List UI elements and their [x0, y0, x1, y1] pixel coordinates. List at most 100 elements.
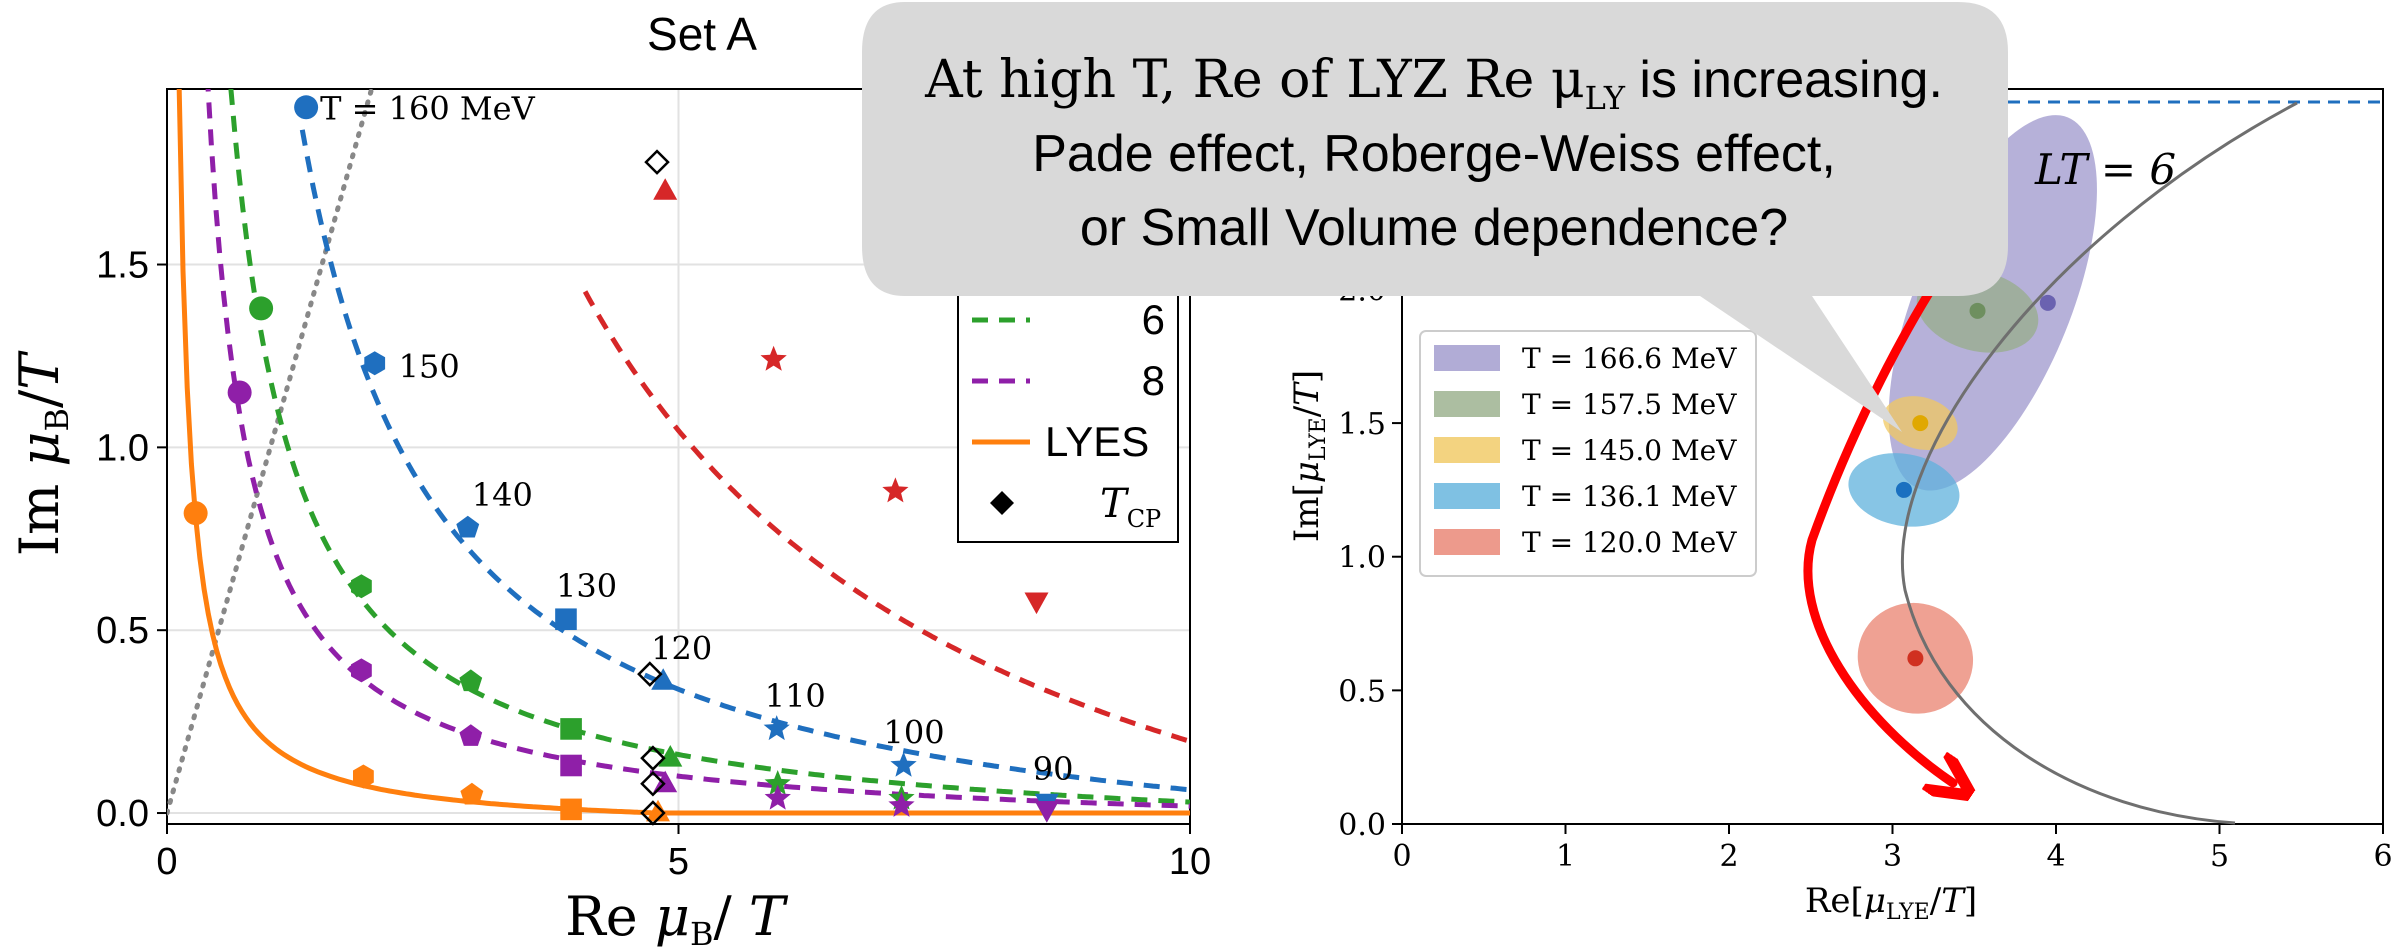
left-data-point [560, 754, 582, 777]
left-temperature-labels: T = 160 MeV 150 140 130 120 110 100 90 [320, 89, 1073, 788]
left-temperature-label: 120 [651, 629, 712, 667]
left-chart: Set A 0 5 10 0.0 0.5 1.0 1.5 T = 160 MeV 150 140… [8, 8, 1211, 951]
right-legend-swatch [1434, 529, 1500, 555]
left-tcp-diamond [640, 771, 666, 797]
left-series-markers [183, 95, 1059, 826]
right-xtick-label: 0 [1392, 839, 1411, 874]
left-data-point [763, 715, 790, 741]
left-data-point [653, 178, 678, 200]
right-legend-swatch [1434, 483, 1500, 509]
left-legend-label: 8 [1142, 357, 1165, 404]
left-tcp-diamond [640, 800, 666, 826]
left-data-point [353, 764, 374, 789]
right-legend-swatch [1434, 345, 1500, 371]
left-tcp-diamond [637, 661, 663, 687]
left-data-point [651, 668, 676, 690]
left-gray-dotted-line [167, 89, 375, 816]
left-data-point [456, 515, 480, 538]
left-ytick-label: 1.5 [96, 245, 149, 287]
left-data-point [459, 724, 483, 746]
left-temperature-label: T = 160 MeV [320, 89, 535, 127]
left-data-point [764, 784, 791, 810]
right-ytick-label: 1.0 [1338, 541, 1386, 576]
right-data-point [1907, 650, 1924, 667]
right-annotation-LT: LT = 6 [2034, 145, 2176, 194]
left-ytick-label: 1.0 [96, 427, 149, 469]
right-data-point [1969, 302, 1986, 319]
left-data-point [294, 95, 319, 120]
left-series-curve [299, 129, 1190, 793]
left-tcp-diamond [644, 149, 670, 175]
left-temperature-label: 150 [399, 347, 460, 385]
left-series-curve [228, 89, 1190, 805]
callout-line-1: At high T, Re of LYZ Re μLY is increasin… [924, 50, 1943, 117]
right-data-point [1895, 481, 1912, 498]
right-xtick-label: 5 [2210, 839, 2229, 874]
left-data-point [555, 608, 577, 631]
right-xtick-label: 3 [1883, 839, 1902, 874]
right-gray-curve [1900, 101, 2298, 825]
right-ytick-label: 0.0 [1338, 808, 1386, 843]
right-legend-swatch [1434, 437, 1500, 463]
left-legend-label: 6 [1142, 296, 1165, 343]
callout-line-2: Pade effect, Roberge-Weiss effect, [1032, 125, 1836, 183]
right-xtick-label: 1 [1556, 839, 1575, 874]
right-xtick-label: 4 [2046, 839, 2065, 874]
left-tcp-diamond [640, 745, 666, 771]
left-data-point [459, 669, 483, 692]
left-data-point [882, 477, 909, 503]
right-xtick-label: 6 [2373, 839, 2392, 874]
left-temperature-label: 100 [884, 713, 945, 751]
left-legend-box [957, 279, 1179, 543]
left-series-curve [582, 290, 1190, 744]
left-ylabel: Im μB/T [8, 350, 76, 557]
left-temperature-label: 90 [1033, 750, 1074, 788]
right-ytick-label: 1.5 [1338, 407, 1386, 442]
left-temperature-label: 130 [556, 567, 617, 605]
left-xtick-label: 0 [156, 841, 177, 883]
callout-line-3: or Small Volume dependence? [1080, 199, 1788, 257]
left-data-point [890, 751, 917, 777]
left-legend-tcp-marker [990, 491, 1014, 515]
right-legend-label: T = 120.0 MeV [1522, 526, 1737, 559]
right-ytick-label: 0.5 [1338, 674, 1386, 709]
left-ytick-label: 0.5 [96, 610, 149, 652]
right-legend-label: T = 136.1 MeV [1522, 480, 1737, 513]
left-legend-label: LYES [1045, 418, 1149, 465]
left-temperature-label: 140 [472, 476, 533, 514]
left-data-point [460, 782, 484, 805]
left-xlabel: Re μB/ T [565, 885, 789, 951]
left-xtick-label: 5 [668, 841, 689, 883]
right-data-point [1912, 415, 1929, 432]
right-legend-label: T = 157.5 MeV [1522, 388, 1737, 421]
right-legend-swatch [1434, 391, 1500, 417]
callout-shape [862, 2, 2008, 432]
left-series-curves [167, 89, 1190, 816]
left-temperature-label: 110 [765, 677, 826, 715]
left-series-curve [205, 89, 1190, 809]
left-data-point [658, 745, 683, 767]
left-ytick-label: 0.0 [96, 793, 149, 835]
right-legend-box [1419, 330, 1757, 577]
left-data-point [888, 791, 915, 817]
left-data-point [764, 770, 791, 795]
right-legend: T = 166.6 MeV T = 157.5 MeV T = 145.0 MeV T… [1419, 330, 1757, 577]
callout-bubble: At high T, Re of LYZ Re μLY is increasin… [862, 2, 2008, 432]
right-ylabel: Im[μLYE/T] [1287, 370, 1331, 542]
right-legend-label: T = 145.0 MeV [1522, 434, 1737, 467]
left-data-point [1024, 592, 1049, 615]
left-ticks: 0 5 10 0.0 0.5 1.0 1.5 [96, 245, 1211, 883]
left-data-point [249, 296, 274, 321]
left-data-point [560, 718, 582, 740]
left-data-point [1034, 801, 1059, 823]
left-data-point [227, 380, 252, 405]
left-data-point [760, 345, 787, 371]
left-xtick-label: 10 [1169, 841, 1211, 883]
left-chart-title: Set A [647, 8, 757, 60]
right-xtick-label: 2 [1719, 839, 1738, 874]
left-data-point [364, 351, 386, 376]
right-data-point [2039, 294, 2056, 311]
